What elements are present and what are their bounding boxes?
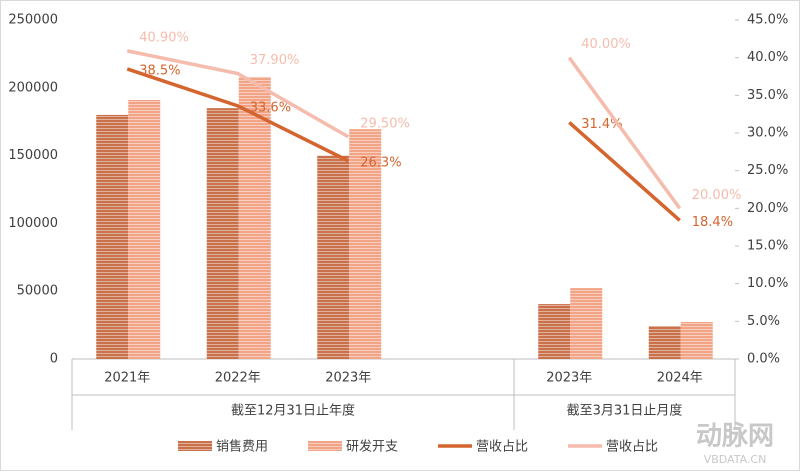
watermark-sub: VBDATA.CN bbox=[704, 453, 767, 466]
legend-item: 销售费用 bbox=[178, 439, 268, 455]
bar bbox=[538, 304, 571, 359]
line bbox=[567, 56, 682, 210]
data-label: 20.00% bbox=[692, 188, 742, 203]
x-tick-label: 2023年 bbox=[546, 371, 592, 386]
legend-label: 营收占比 bbox=[606, 440, 658, 455]
bar bbox=[648, 326, 681, 359]
legend-swatch bbox=[178, 441, 212, 451]
y-tick-label: 150000 bbox=[8, 148, 58, 163]
y2-tick-label: 30.0% bbox=[747, 126, 788, 141]
legend-label: 营收占比 bbox=[476, 440, 528, 455]
legend-label: 销售费用 bbox=[216, 439, 268, 455]
legend-item: 研发开支 bbox=[308, 439, 398, 455]
y-tick-label: 250000 bbox=[8, 13, 58, 28]
x-tick-label: 2022年 bbox=[215, 371, 261, 386]
y2-tick-label: 5.0% bbox=[747, 314, 780, 329]
group-label: 截至3月31日止月度 bbox=[567, 403, 683, 419]
y-tick-label: 200000 bbox=[8, 80, 58, 95]
y-tick-label: 50000 bbox=[17, 284, 58, 299]
data-label: 37.90% bbox=[250, 53, 300, 68]
watermark: 动脉网 bbox=[696, 422, 774, 452]
y2-tick-label: 40.0% bbox=[747, 50, 788, 65]
y2-tick-label: 0.0% bbox=[747, 352, 780, 367]
legend-label: 研发开支 bbox=[346, 439, 398, 455]
y2-tick-label: 15.0% bbox=[747, 239, 788, 254]
bar bbox=[96, 114, 129, 359]
bar bbox=[570, 288, 603, 359]
legend-item: 营收占比 bbox=[438, 440, 528, 455]
y-tick-label: 100000 bbox=[8, 216, 58, 231]
y2-tick-label: 35.0% bbox=[747, 88, 788, 103]
bar bbox=[680, 321, 713, 359]
y2-tick-label: 10.0% bbox=[747, 276, 788, 291]
x-tick-label: 2024年 bbox=[657, 371, 703, 386]
data-label: 33.6% bbox=[250, 100, 291, 115]
bar bbox=[206, 108, 239, 359]
data-label: 18.4% bbox=[692, 215, 733, 230]
y2-tick-label: 25.0% bbox=[747, 163, 788, 178]
bar bbox=[238, 76, 271, 360]
y-tick-label: 0 bbox=[50, 352, 58, 367]
y2-tick-label: 45.0% bbox=[747, 13, 788, 28]
line bbox=[126, 49, 350, 139]
bar bbox=[128, 100, 161, 359]
bar bbox=[317, 155, 350, 359]
legend-swatch bbox=[308, 441, 343, 451]
line bbox=[568, 121, 681, 222]
data-label: 38.5% bbox=[139, 63, 180, 78]
data-label: 29.50% bbox=[360, 116, 410, 131]
bar bbox=[349, 129, 382, 359]
data-label: 40.90% bbox=[139, 30, 189, 45]
data-label: 31.4% bbox=[581, 117, 622, 132]
legend-item: 营收占比 bbox=[568, 440, 658, 455]
data-label: 26.3% bbox=[360, 155, 401, 170]
x-tick-label: 2023年 bbox=[325, 371, 371, 386]
group-label: 截至12月31日止年度 bbox=[231, 403, 355, 419]
data-label: 40.00% bbox=[581, 37, 631, 52]
x-tick-label: 2021年 bbox=[104, 371, 150, 386]
y2-tick-label: 20.0% bbox=[747, 201, 788, 216]
line bbox=[126, 67, 350, 163]
